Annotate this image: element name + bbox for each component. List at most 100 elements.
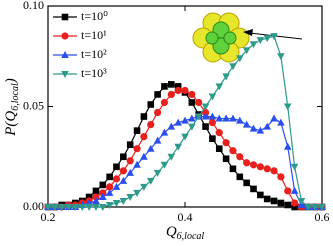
marker (202, 123, 209, 130)
marker (291, 199, 299, 207)
marker (112, 182, 121, 190)
marker (105, 188, 114, 196)
y-tick-label: 0.10 (23, 0, 44, 12)
marker (215, 145, 223, 153)
marker (188, 123, 196, 131)
marker (222, 114, 230, 122)
marker (283, 103, 292, 111)
marker (222, 139, 230, 147)
y-tick-label: 0.00 (23, 199, 44, 213)
marker (201, 103, 210, 111)
series (44, 86, 326, 211)
legend-marker (61, 13, 69, 21)
marker (290, 163, 299, 171)
marker (277, 199, 285, 207)
y-label-main: P(Q (3, 111, 19, 137)
y-axis-label: P(Q6,local) (3, 78, 21, 137)
marker (222, 73, 230, 81)
marker (85, 204, 93, 211)
marker (201, 112, 210, 120)
marker (229, 114, 237, 122)
marker (263, 195, 271, 203)
marker (99, 181, 107, 189)
marker (311, 204, 319, 211)
marker (270, 197, 278, 205)
marker (153, 136, 162, 144)
marker (133, 127, 141, 134)
marker (208, 112, 217, 120)
marker (229, 147, 237, 155)
marker (85, 193, 93, 201)
marker (153, 169, 162, 177)
series (44, 81, 326, 211)
marker (126, 141, 134, 148)
legend-marker (61, 32, 69, 40)
marker (263, 165, 271, 173)
marker (92, 187, 100, 195)
marker (188, 99, 196, 106)
legend-marker (61, 51, 69, 58)
marker (256, 126, 265, 134)
marker (277, 53, 285, 61)
marker (160, 128, 169, 136)
legend-label: t=10³ (81, 66, 107, 80)
marker (256, 37, 265, 45)
marker (126, 157, 134, 165)
marker (318, 204, 326, 211)
x-label-main: Q (166, 224, 177, 240)
marker (154, 91, 161, 98)
marker (133, 189, 141, 197)
marker (174, 118, 182, 126)
legend-marker (61, 71, 69, 78)
marker (201, 108, 210, 117)
marker (78, 204, 87, 211)
legend-label: t=10¹ (81, 28, 107, 42)
marker (257, 191, 264, 199)
marker (92, 193, 100, 201)
marker (140, 113, 148, 120)
marker (243, 159, 251, 167)
marker (112, 175, 121, 183)
marker (249, 41, 258, 49)
marker (146, 144, 155, 152)
marker (120, 153, 127, 161)
marker (140, 183, 148, 191)
x-tick-label: 0.4 (178, 210, 193, 224)
marker (277, 118, 285, 126)
marker (161, 83, 168, 90)
marker (242, 47, 251, 55)
marker (229, 165, 237, 173)
marker (160, 161, 169, 169)
marker (270, 167, 278, 175)
marker (126, 193, 134, 201)
marker (270, 114, 278, 122)
marker (64, 204, 73, 211)
marker (181, 86, 189, 95)
marker (99, 192, 107, 200)
y-label-tail: ) (3, 78, 19, 84)
x-tick-label: 0.2 (41, 210, 56, 224)
marker (167, 90, 175, 99)
marker (290, 186, 299, 194)
marker (174, 143, 182, 151)
marker (194, 113, 203, 121)
marker (154, 108, 162, 117)
marker (119, 167, 127, 175)
y-tick-label: 0.05 (23, 98, 44, 112)
marker (208, 93, 217, 101)
marker (147, 101, 155, 108)
marker (277, 173, 285, 181)
marker (236, 116, 244, 124)
series (44, 33, 326, 211)
marker (283, 142, 292, 150)
legend-label: t=10² (81, 47, 107, 61)
marker (99, 204, 107, 211)
marker (140, 152, 148, 160)
marker (181, 116, 189, 124)
marker (92, 204, 100, 211)
marker (51, 204, 59, 211)
marker (242, 120, 251, 128)
x-tick-label: 0.6 (315, 210, 330, 224)
marker (229, 63, 237, 71)
marker (236, 55, 244, 63)
